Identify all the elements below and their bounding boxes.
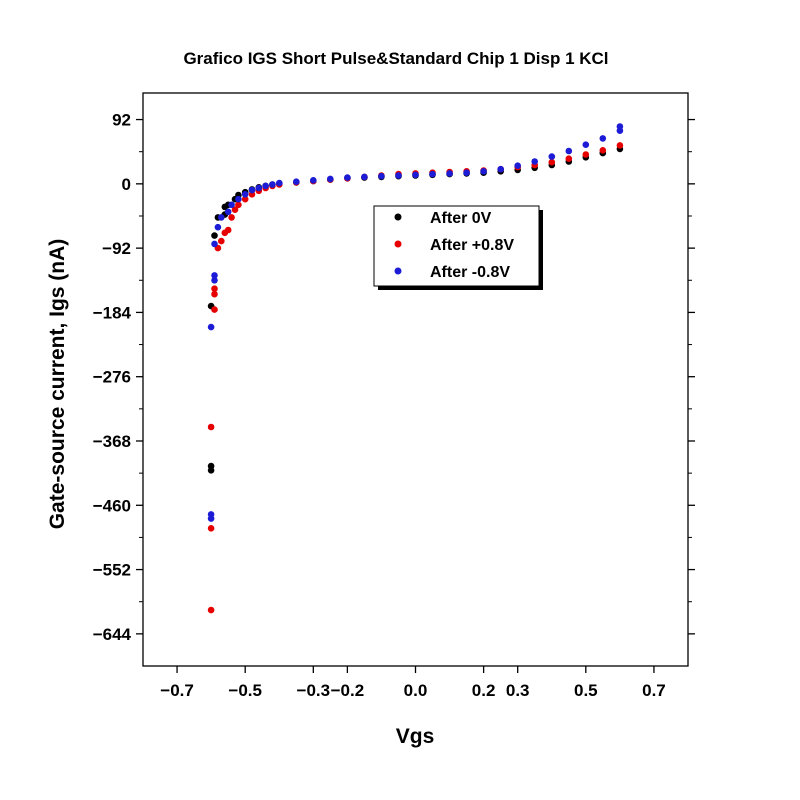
data-point — [429, 170, 436, 178]
y-tick-label: −460 — [93, 496, 131, 515]
y-axis: 92 0 −92 −184 −276 −368 −460 −552 −644 — [93, 111, 695, 644]
x-tick-label: 0.5 — [574, 681, 598, 700]
data-point — [327, 175, 334, 183]
data-point — [344, 174, 351, 181]
legend: After 0V After +0.8V After -0.8V — [373, 205, 543, 290]
legend-label: After +0.8V — [430, 237, 514, 254]
y-tick-label: −644 — [93, 625, 132, 644]
data-point — [211, 285, 218, 293]
data-point — [235, 195, 242, 203]
data-point — [211, 290, 218, 298]
x-axis-label: Vgs — [396, 725, 435, 748]
data-point — [207, 323, 215, 331]
data-point — [255, 184, 263, 192]
chart-title: Grafico IGS Short Pulse&Standard Chip 1 … — [183, 49, 608, 68]
data-point — [565, 155, 573, 162]
data-point — [616, 123, 624, 130]
legend-marker — [394, 240, 402, 248]
data-point — [480, 168, 487, 175]
data-point — [262, 182, 269, 190]
data-point — [463, 169, 470, 176]
data-point — [616, 142, 624, 149]
y-axis-label: Gate-source current, Igs (nA) — [46, 239, 69, 530]
data-point — [214, 223, 222, 231]
data-point — [211, 277, 218, 284]
data-point — [497, 165, 505, 173]
data-point — [211, 272, 218, 279]
data-point — [293, 178, 300, 185]
y-tick-label: −552 — [93, 561, 131, 580]
data-point — [276, 179, 283, 187]
x-tick-label: 0.3 — [506, 681, 530, 700]
x-tick-label: −0.7 — [160, 681, 194, 700]
data-point — [224, 208, 232, 216]
y-tick-label: 92 — [112, 111, 131, 130]
legend-label: After -0.8V — [430, 264, 510, 281]
data-point — [207, 423, 215, 431]
data-point — [228, 201, 235, 209]
data-point — [228, 214, 235, 221]
data-point — [207, 467, 215, 474]
x-tick-label: 0.2 — [472, 681, 496, 700]
legend-label: After 0V — [430, 210, 492, 227]
data-point — [269, 181, 276, 188]
data-point — [599, 135, 607, 142]
y-tick-label: −276 — [93, 368, 131, 387]
data-point — [207, 515, 215, 522]
y-tick-label: −184 — [93, 303, 132, 322]
data-point — [207, 525, 215, 532]
legend-marker — [394, 267, 402, 275]
data-point — [224, 226, 232, 234]
y-tick-label: −92 — [102, 239, 131, 258]
data-point — [248, 186, 256, 194]
data-point — [211, 240, 218, 248]
y-tick-label: −368 — [93, 432, 131, 451]
data-point — [582, 151, 590, 158]
data-point — [582, 141, 590, 148]
y-tick-label: 0 — [122, 175, 131, 194]
data-point — [548, 153, 556, 160]
data-point — [361, 173, 368, 181]
data-point — [514, 162, 521, 169]
data-point — [231, 206, 239, 213]
legend-box — [373, 205, 540, 287]
data-point — [235, 201, 242, 209]
x-tick-label: 0.7 — [642, 681, 666, 700]
data-points — [207, 123, 624, 614]
data-point — [207, 606, 215, 614]
x-tick-label: −0.3 — [297, 681, 331, 700]
x-tick-label: −0.2 — [331, 681, 365, 700]
data-point — [446, 170, 453, 177]
x-axis: −0.7 −0.5 −0.3 −0.2 0.0 0.2 0.3 0.5 0.7 — [160, 666, 666, 700]
data-point — [241, 191, 249, 198]
legend-marker — [394, 213, 402, 221]
data-point — [548, 158, 556, 166]
series-2 — [207, 123, 624, 522]
data-point — [310, 177, 317, 184]
data-point — [241, 195, 249, 203]
data-point — [412, 171, 419, 179]
x-tick-label: −0.5 — [228, 681, 262, 700]
data-point — [599, 147, 607, 154]
data-point — [395, 172, 402, 179]
data-point — [531, 158, 538, 165]
data-point — [565, 147, 573, 155]
x-tick-label: 0.0 — [404, 681, 428, 700]
data-point — [218, 214, 225, 221]
data-point — [218, 237, 225, 245]
data-point — [211, 306, 218, 313]
data-point — [211, 232, 218, 239]
data-point — [378, 172, 385, 180]
